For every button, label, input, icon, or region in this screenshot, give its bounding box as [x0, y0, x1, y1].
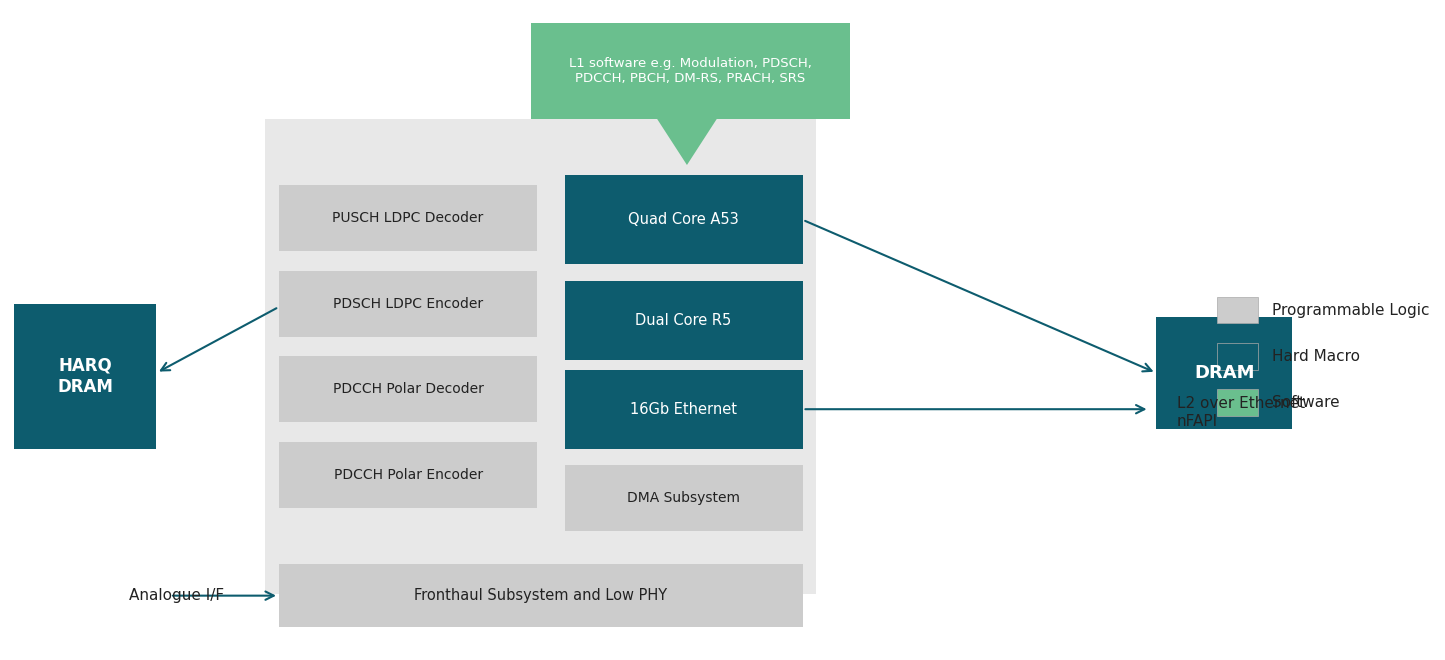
- FancyBboxPatch shape: [266, 119, 816, 594]
- FancyBboxPatch shape: [279, 356, 538, 422]
- FancyBboxPatch shape: [565, 370, 802, 449]
- Text: Programmable Logic: Programmable Logic: [1272, 303, 1429, 317]
- FancyBboxPatch shape: [279, 564, 802, 627]
- FancyBboxPatch shape: [13, 304, 156, 449]
- Polygon shape: [657, 119, 717, 165]
- Text: Hard Macro: Hard Macro: [1272, 349, 1360, 364]
- FancyBboxPatch shape: [1156, 317, 1292, 429]
- Text: DMA Subsystem: DMA Subsystem: [627, 491, 740, 506]
- Text: L2 over Ethernet
nFAPI: L2 over Ethernet nFAPI: [1176, 396, 1305, 429]
- FancyBboxPatch shape: [1218, 343, 1259, 370]
- Text: Quad Core A53: Quad Core A53: [629, 212, 738, 227]
- Text: PDCCH Polar Encoder: PDCCH Polar Encoder: [334, 468, 483, 482]
- Text: Fronthaul Subsystem and Low PHY: Fronthaul Subsystem and Low PHY: [415, 588, 668, 603]
- Text: L1 software e.g. Modulation, PDSCH,
PDCCH, PBCH, DM-RS, PRACH, SRS: L1 software e.g. Modulation, PDSCH, PDCC…: [569, 57, 812, 85]
- Text: HARQ
DRAM: HARQ DRAM: [58, 357, 113, 395]
- FancyBboxPatch shape: [565, 175, 802, 264]
- Text: Software: Software: [1272, 395, 1340, 410]
- FancyBboxPatch shape: [1218, 389, 1259, 416]
- Text: PDCCH Polar Decoder: PDCCH Polar Decoder: [332, 382, 484, 397]
- Text: DRAM: DRAM: [1194, 364, 1254, 382]
- Text: PUSCH LDPC Decoder: PUSCH LDPC Decoder: [332, 211, 484, 225]
- Text: 16Gb Ethernet: 16Gb Ethernet: [630, 402, 737, 416]
- FancyBboxPatch shape: [1218, 297, 1259, 323]
- FancyBboxPatch shape: [565, 465, 802, 531]
- FancyBboxPatch shape: [279, 185, 538, 251]
- Text: Dual Core R5: Dual Core R5: [636, 313, 731, 327]
- Text: PDSCH LDPC Encoder: PDSCH LDPC Encoder: [332, 296, 483, 311]
- FancyBboxPatch shape: [530, 23, 850, 119]
- FancyBboxPatch shape: [565, 280, 802, 360]
- FancyBboxPatch shape: [279, 271, 538, 337]
- FancyBboxPatch shape: [279, 442, 538, 508]
- Text: Analogue I/F: Analogue I/F: [129, 588, 224, 603]
